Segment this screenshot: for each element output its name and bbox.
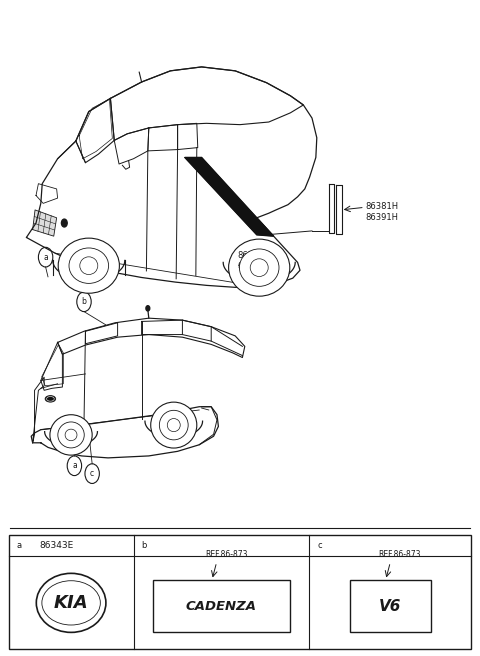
- Ellipse shape: [58, 422, 84, 448]
- Text: V6: V6: [379, 599, 402, 613]
- Text: a: a: [17, 541, 22, 550]
- Ellipse shape: [240, 249, 279, 287]
- Polygon shape: [185, 157, 274, 236]
- Ellipse shape: [151, 402, 197, 448]
- Text: c: c: [90, 469, 94, 478]
- Text: b: b: [82, 297, 86, 306]
- Ellipse shape: [69, 248, 108, 283]
- Text: 86343E: 86343E: [40, 541, 74, 550]
- Text: a: a: [72, 461, 77, 470]
- Text: b: b: [142, 541, 147, 550]
- Text: a: a: [43, 253, 48, 262]
- Text: c: c: [318, 541, 322, 550]
- Ellipse shape: [159, 411, 188, 440]
- Ellipse shape: [47, 396, 54, 401]
- Ellipse shape: [65, 429, 77, 441]
- Text: 86363H: 86363H: [238, 251, 271, 260]
- Bar: [9, 535, 471, 649]
- Ellipse shape: [45, 396, 56, 402]
- Ellipse shape: [42, 581, 100, 625]
- Ellipse shape: [58, 238, 120, 293]
- Bar: [350, 581, 431, 632]
- Text: 86373H: 86373H: [238, 262, 271, 272]
- Ellipse shape: [36, 573, 106, 632]
- Ellipse shape: [167, 419, 180, 432]
- Text: KIA: KIA: [54, 594, 88, 612]
- Ellipse shape: [250, 259, 268, 277]
- Text: 86391H: 86391H: [366, 213, 399, 222]
- Ellipse shape: [228, 239, 290, 297]
- Ellipse shape: [50, 415, 92, 455]
- Text: REF.86-873: REF.86-873: [379, 550, 421, 559]
- Circle shape: [146, 306, 150, 311]
- Text: REF.86-873: REF.86-873: [205, 550, 248, 559]
- Ellipse shape: [80, 256, 98, 274]
- Circle shape: [61, 219, 67, 227]
- Bar: [153, 581, 290, 632]
- Text: CADENZA: CADENZA: [186, 600, 257, 613]
- Text: 86381H: 86381H: [366, 202, 399, 211]
- Polygon shape: [33, 210, 57, 236]
